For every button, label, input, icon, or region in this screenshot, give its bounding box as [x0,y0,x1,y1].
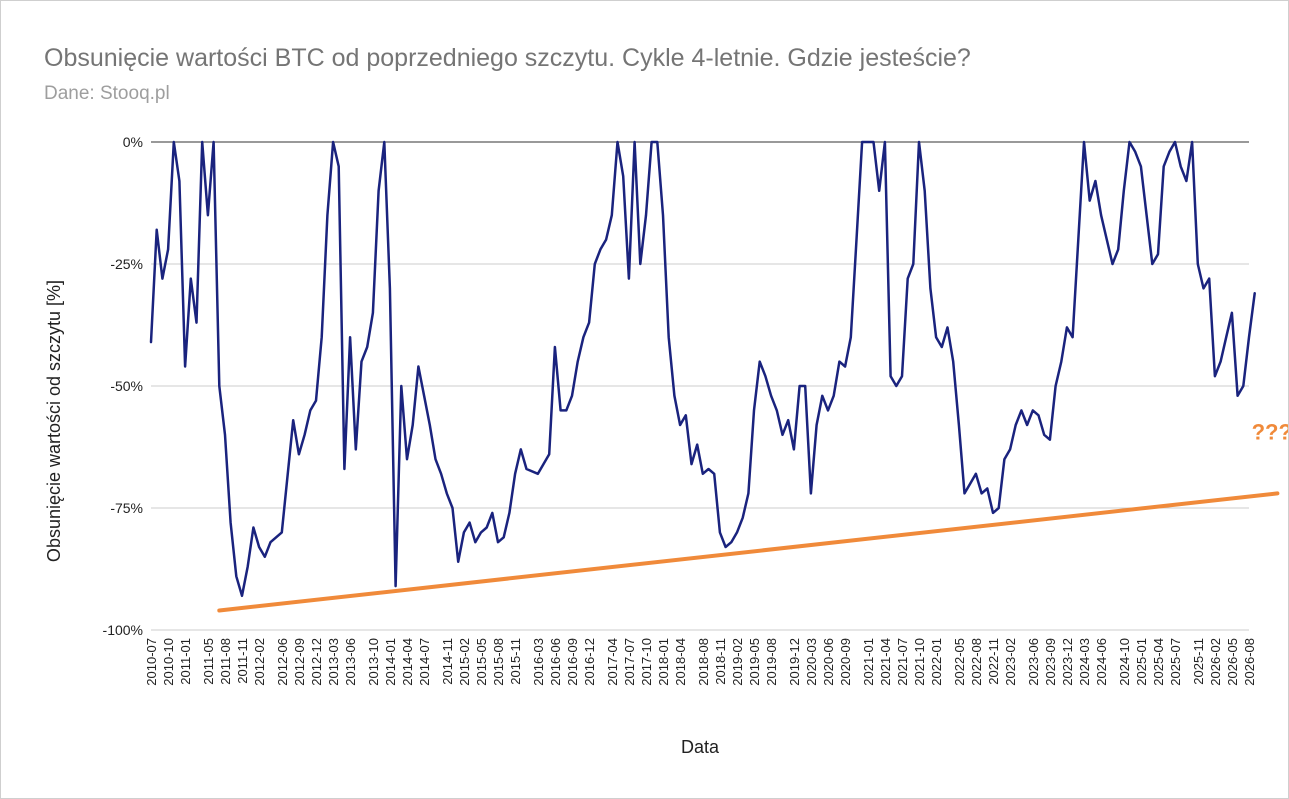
y-axis-ticks: 0% -25% -50% -75% -100% [103,134,143,638]
x-tick-label: 2021-04 [878,638,893,686]
x-tick-label: 2013-03 [326,638,341,686]
x-tick-label: 2012-02 [252,638,267,686]
y-tick-label: -50% [110,378,143,394]
x-tick-label: 2018-11 [713,638,728,685]
x-tick-label: 2015-05 [474,638,489,686]
x-tick-label: 2020-03 [804,638,819,686]
x-tick-label: 2018-01 [656,638,671,686]
x-tick-label: 2017-04 [605,638,620,686]
x-tick-label: 2025-11 [1191,638,1206,685]
x-tick-label: 2023-06 [1026,638,1041,686]
x-tick-label: 2016-03 [531,638,546,686]
x-tick-label: 2022-01 [929,638,944,686]
annotation-label: ??? [1252,420,1288,445]
y-tick-label: 0% [123,134,143,150]
x-tick-label: 2012-12 [309,638,324,686]
x-tick-label: 2021-10 [912,638,927,686]
x-tick-label: 2025-07 [1168,638,1183,686]
x-tick-label: 2012-09 [292,638,307,686]
drawdown-line [149,140,1256,598]
x-tick-label: 2016-09 [565,638,580,686]
x-tick-label: 2022-08 [969,638,984,686]
x-tick-label: 2015-08 [491,638,506,686]
x-axis-label: Data [681,737,720,757]
x-tick-label: 2024-06 [1094,638,1109,686]
x-tick-label: 2021-01 [861,638,876,686]
x-tick-label: 2011-11 [235,638,250,684]
x-tick-label: 2016-06 [548,638,563,686]
x-tick-label: 2025-04 [1151,638,1166,686]
x-tick-label: 2014-07 [417,638,432,686]
x-tick-label: 2017-07 [622,638,637,686]
x-tick-label: 2020-09 [838,638,853,686]
x-tick-label: 2011-05 [201,638,216,685]
x-tick-label: 2026-05 [1225,638,1240,686]
x-tick-label: 2019-12 [787,638,802,686]
x-tick-label: 2010-07 [144,638,159,686]
x-tick-label: 2015-11 [508,638,523,685]
y-tick-label: -100% [103,622,143,638]
y-tick-label: -25% [110,256,143,272]
x-tick-label: 2023-09 [1043,638,1058,686]
chart-subtitle: Dane: Stooq.pl [44,83,170,104]
x-tick-label: 2014-01 [383,638,398,686]
x-tick-label: 2018-04 [673,638,688,686]
x-tick-label: 2022-05 [952,638,967,686]
x-tick-label: 2024-10 [1117,638,1132,686]
x-tick-label: 2020-06 [821,638,836,686]
x-tick-label: 2012-06 [275,638,290,686]
x-tick-label: 2026-08 [1242,638,1257,686]
x-tick-label: 2016-12 [582,638,597,686]
x-tick-label: 2021-07 [895,638,910,686]
x-tick-label: 2026-02 [1208,638,1223,686]
x-tick-label: 2022-11 [986,638,1001,685]
x-tick-label: 2019-08 [764,638,779,686]
x-tick-label: 2023-12 [1060,638,1075,686]
chart-title: Obsunięcie wartości BTC od poprzedniego … [44,44,971,72]
y-axis-label: Obsunięcie wartości od szczytu [%] [44,280,64,562]
x-axis-ticks: 2010-07 2010-10 2011-01 2011-05 2011-08 2011-… [144,638,1257,686]
x-tick-label: 2018-08 [696,638,711,686]
gridlines [151,141,1249,631]
annotations: ??? [1252,420,1288,445]
x-tick-label: 2010-10 [161,638,176,686]
x-tick-label: 2019-02 [730,638,745,686]
x-tick-label: 2017-10 [639,638,654,686]
x-tick-label: 2014-11 [440,638,455,685]
x-tick-label: 2011-08 [218,638,233,685]
x-tick-label: 2025-01 [1134,638,1149,686]
x-tick-label: 2014-04 [400,638,415,686]
x-tick-label: 2011-01 [178,638,193,685]
x-tick-label: 2013-10 [366,638,381,686]
series-group [149,140,1280,613]
x-tick-label: 2023-02 [1003,638,1018,686]
y-tick-label: -75% [110,500,143,516]
x-tick-label: 2015-02 [457,638,472,686]
x-tick-label: 2024-03 [1077,638,1092,686]
x-tick-label: 2019-05 [747,638,762,686]
x-tick-label: 2013-06 [343,638,358,686]
trend-line [217,491,1280,613]
